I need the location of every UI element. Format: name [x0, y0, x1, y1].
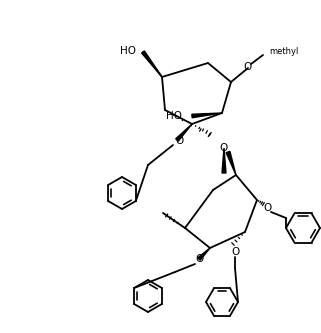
Polygon shape — [176, 124, 192, 141]
Text: O: O — [175, 136, 183, 146]
Text: O: O — [220, 143, 228, 153]
Text: O: O — [263, 203, 271, 213]
Polygon shape — [198, 248, 210, 260]
Text: HO: HO — [166, 111, 182, 121]
Text: O: O — [231, 247, 239, 257]
Text: HO: HO — [120, 46, 136, 56]
Polygon shape — [226, 151, 236, 175]
Text: O: O — [244, 62, 252, 72]
Polygon shape — [192, 113, 222, 118]
Text: methyl: methyl — [269, 48, 299, 57]
Text: O: O — [195, 254, 203, 264]
Polygon shape — [222, 148, 226, 173]
Polygon shape — [142, 51, 162, 77]
